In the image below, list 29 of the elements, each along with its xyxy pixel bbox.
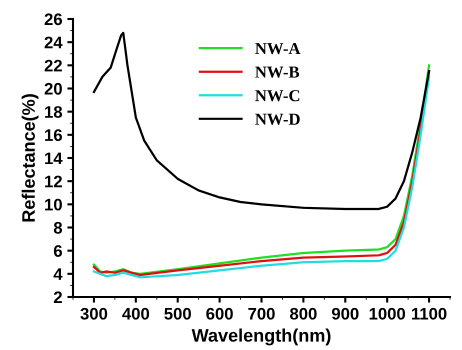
y-tick-label: 22 xyxy=(44,60,62,72)
y-tick-label: 20 xyxy=(44,82,62,95)
x-tick-label: 1000 xyxy=(370,308,406,320)
y-tick-label: 12 xyxy=(45,176,62,188)
x-tick-label: 400 xyxy=(122,308,150,320)
y-tick-label: 10 xyxy=(45,198,62,211)
y-tick-label: 6 xyxy=(54,245,62,257)
x-axis-title: Wavelength(nm) xyxy=(192,328,330,346)
y-tick-label: 24 xyxy=(44,36,62,48)
y-tick-label: 26 xyxy=(44,13,62,26)
y-tick-label: 16 xyxy=(45,129,62,142)
legend-label: NW-B xyxy=(255,66,300,78)
line-series xyxy=(92,32,430,210)
x-tick-label: 800 xyxy=(290,308,317,320)
legend-label: NW-D xyxy=(255,114,300,125)
x-tick-label: 700 xyxy=(248,308,275,320)
y-tick-label: 2 xyxy=(54,291,62,304)
x-tick-label: 1100 xyxy=(412,308,446,320)
y-tick-label: 4 xyxy=(54,268,62,280)
y-axis-title: Reflectance(%) xyxy=(22,94,38,222)
x-tick-label: 300 xyxy=(80,308,108,320)
y-tick-label: 14 xyxy=(45,152,62,164)
x-tick-label: 900 xyxy=(332,308,358,320)
legend-label: NW-A xyxy=(255,43,300,54)
y-tick-label: 18 xyxy=(45,106,62,118)
legend-label: NW-C xyxy=(255,90,300,102)
y-tick-label: 8 xyxy=(54,222,62,234)
x-tick-label: 500 xyxy=(164,308,191,320)
x-tick-label: 600 xyxy=(206,308,233,320)
